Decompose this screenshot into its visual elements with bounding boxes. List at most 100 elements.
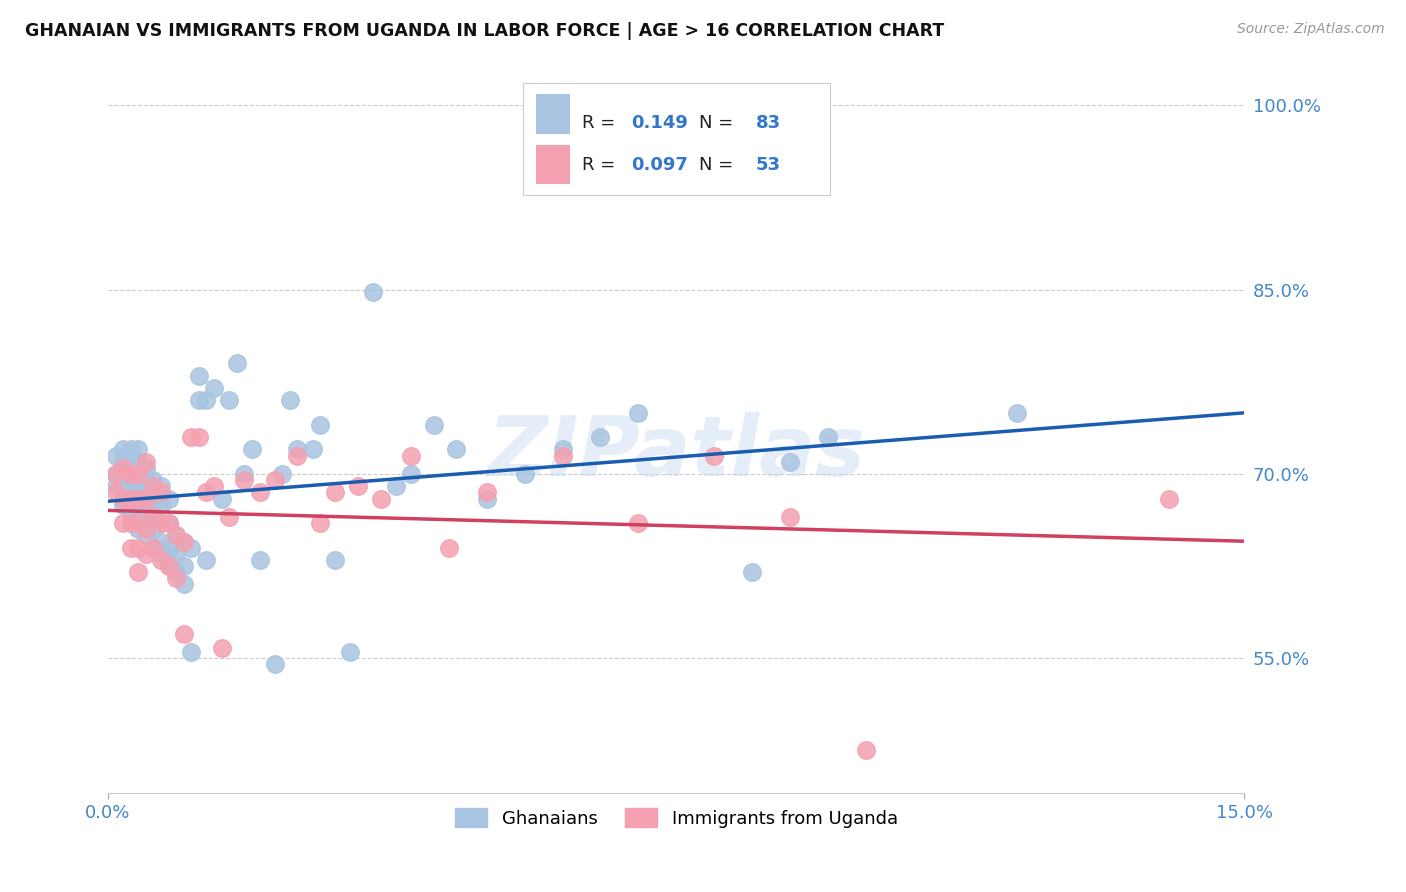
Point	[309, 516, 332, 530]
Point	[165, 565, 187, 579]
Point	[135, 491, 157, 506]
Point	[142, 504, 165, 518]
Point	[127, 510, 149, 524]
Point	[120, 504, 142, 518]
Point	[120, 467, 142, 481]
Point	[120, 455, 142, 469]
Point	[157, 516, 180, 530]
Text: ZIPatlas: ZIPatlas	[488, 412, 865, 493]
Point	[422, 417, 444, 432]
Text: N =: N =	[699, 156, 733, 174]
Point	[263, 657, 285, 672]
Point	[779, 455, 801, 469]
Point	[225, 356, 247, 370]
Point	[150, 479, 173, 493]
Point	[249, 485, 271, 500]
Point	[127, 442, 149, 457]
FancyBboxPatch shape	[537, 94, 571, 134]
Text: 0.149: 0.149	[631, 114, 688, 132]
Point	[127, 516, 149, 530]
Point	[127, 479, 149, 493]
Point	[150, 547, 173, 561]
Point	[104, 485, 127, 500]
Point	[287, 449, 309, 463]
Text: 83: 83	[755, 114, 780, 132]
Point	[150, 516, 173, 530]
Point	[135, 516, 157, 530]
Point	[202, 381, 225, 395]
Point	[135, 485, 157, 500]
Point	[127, 522, 149, 536]
Point	[195, 393, 218, 408]
Point	[180, 430, 202, 444]
Point	[150, 553, 173, 567]
Point	[263, 473, 285, 487]
Point	[112, 467, 135, 481]
Point	[120, 541, 142, 555]
Point	[589, 430, 612, 444]
Point	[135, 498, 157, 512]
Point	[475, 485, 498, 500]
Point	[741, 565, 763, 579]
Point	[150, 485, 173, 500]
Point	[1157, 491, 1180, 506]
Point	[142, 541, 165, 555]
Point	[165, 528, 187, 542]
Point	[120, 473, 142, 487]
Legend: Ghanaians, Immigrants from Uganda: Ghanaians, Immigrants from Uganda	[447, 801, 905, 835]
Point	[627, 516, 650, 530]
Point	[513, 467, 536, 481]
Point	[112, 442, 135, 457]
Point	[150, 534, 173, 549]
Point	[211, 641, 233, 656]
Point	[135, 473, 157, 487]
Point	[233, 467, 256, 481]
Point	[157, 516, 180, 530]
Point	[339, 645, 361, 659]
Point	[112, 491, 135, 506]
Point	[142, 522, 165, 536]
Point	[385, 479, 408, 493]
Point	[703, 449, 725, 463]
Point	[120, 516, 142, 530]
Point	[127, 455, 149, 469]
Point	[180, 541, 202, 555]
Point	[399, 467, 422, 481]
Point	[173, 577, 195, 591]
Point	[112, 455, 135, 469]
Point	[127, 541, 149, 555]
Point	[112, 498, 135, 512]
Point	[104, 467, 127, 481]
Point	[142, 541, 165, 555]
Point	[180, 645, 202, 659]
Point	[195, 485, 218, 500]
Point	[218, 393, 240, 408]
Point	[240, 442, 263, 457]
Point	[120, 442, 142, 457]
Point	[127, 498, 149, 512]
Point	[142, 473, 165, 487]
Point	[399, 449, 422, 463]
Point	[202, 479, 225, 493]
Point	[120, 516, 142, 530]
Y-axis label: In Labor Force | Age > 16: In Labor Force | Age > 16	[0, 326, 8, 537]
Point	[165, 547, 187, 561]
Text: R =: R =	[582, 114, 621, 132]
Point	[187, 430, 209, 444]
Point	[135, 522, 157, 536]
Point	[323, 485, 346, 500]
Point	[104, 467, 127, 481]
Point	[309, 417, 332, 432]
Point	[173, 534, 195, 549]
Point	[157, 559, 180, 574]
Point	[135, 547, 157, 561]
Point	[195, 553, 218, 567]
Point	[187, 368, 209, 383]
Point	[855, 743, 877, 757]
Point	[211, 491, 233, 506]
Point	[437, 541, 460, 555]
Point	[627, 405, 650, 419]
Point	[361, 285, 384, 299]
Text: 0.097: 0.097	[631, 156, 688, 174]
Point	[127, 491, 149, 506]
